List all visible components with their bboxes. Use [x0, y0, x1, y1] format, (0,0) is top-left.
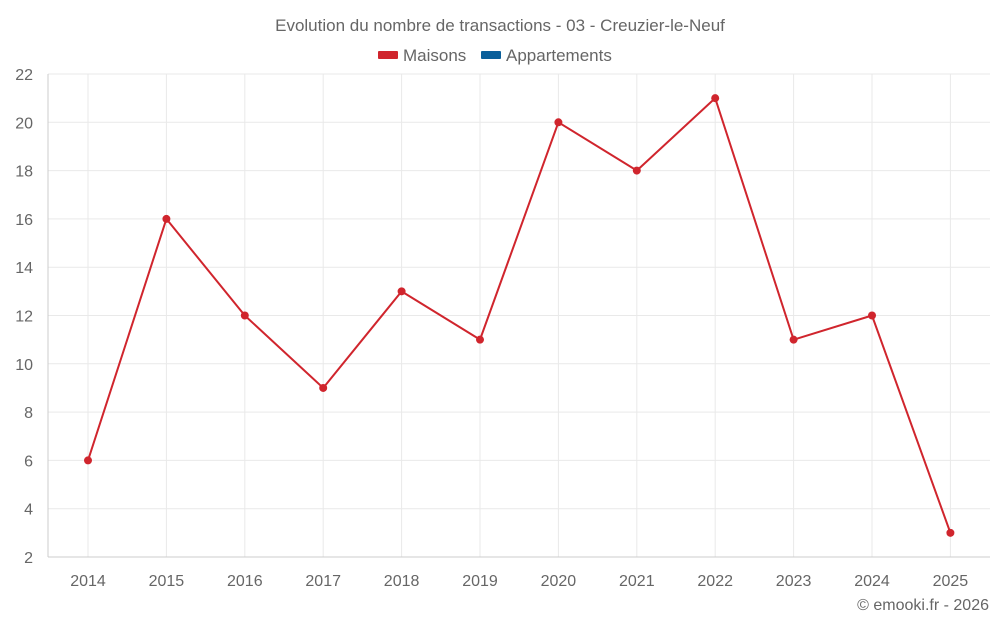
- x-tick-label-2016: 2016: [227, 573, 263, 590]
- x-tick-label-2025: 2025: [933, 573, 969, 590]
- y-tick-label-2: 2: [24, 550, 33, 567]
- legend-swatch-maisons: [378, 51, 398, 59]
- data-point-maisons-2018[interactable]: [397, 287, 406, 296]
- x-tick-label-2020: 2020: [541, 573, 577, 590]
- x-tick-label-2022: 2022: [697, 573, 733, 590]
- legend-label-appartements: Appartements: [506, 46, 612, 65]
- y-tick-label-18: 18: [15, 164, 33, 181]
- data-point-maisons-2017[interactable]: [319, 383, 328, 392]
- data-point-maisons-2016[interactable]: [240, 311, 249, 320]
- grid: [48, 73, 990, 557]
- data-point-maisons-2023[interactable]: [789, 335, 798, 344]
- y-tick-label-20: 20: [15, 115, 33, 132]
- series-layer: [84, 94, 955, 537]
- y-tick-label-10: 10: [15, 357, 33, 374]
- y-axis-ticks: 2 4 6 8 10 12 14 16 18 20 22: [15, 67, 33, 567]
- x-tick-label-2024: 2024: [854, 573, 890, 590]
- x-tick-label-2017: 2017: [305, 573, 341, 590]
- series-line-maisons: [87, 97, 952, 534]
- x-tick-label-2015: 2015: [149, 573, 185, 590]
- data-point-maisons-2025[interactable]: [946, 528, 955, 537]
- y-tick-label-12: 12: [15, 309, 33, 326]
- chart-title: Evolution du nombre de transactions - 03…: [275, 16, 725, 35]
- x-tick-label-2014: 2014: [70, 573, 106, 590]
- y-tick-label-14: 14: [15, 260, 33, 277]
- data-point-maisons-2015[interactable]: [162, 214, 171, 223]
- data-point-maisons-2024[interactable]: [868, 311, 876, 320]
- credit-text: © emooki.fr - 2026: [857, 597, 989, 614]
- x-tick-label-2018: 2018: [384, 573, 420, 590]
- y-tick-label-4: 4: [24, 502, 33, 519]
- x-tick-label-2019: 2019: [462, 573, 498, 590]
- data-point-maisons-2020[interactable]: [554, 118, 563, 127]
- y-tick-label-16: 16: [15, 212, 33, 229]
- legend-item-maisons[interactable]: Maisons: [378, 46, 466, 65]
- y-tick-label-6: 6: [24, 453, 33, 470]
- axes: [47, 74, 990, 558]
- legend: Maisons Appartements: [378, 46, 612, 65]
- data-point-maisons-2014[interactable]: [84, 456, 92, 465]
- legend-item-appartements[interactable]: Appartements: [481, 46, 612, 65]
- legend-label-maisons: Maisons: [403, 46, 466, 65]
- y-tick-label-22: 22: [15, 67, 33, 84]
- x-axis-ticks: 2014 2015 2016 2017 2018 2019 2020 2021 2022 2023…: [70, 573, 968, 590]
- x-tick-label-2021: 2021: [619, 573, 655, 590]
- data-point-maisons-2022[interactable]: [711, 94, 720, 103]
- x-tick-label-2023: 2023: [776, 573, 812, 590]
- data-point-maisons-2021[interactable]: [632, 166, 641, 175]
- legend-swatch-appartements: [481, 51, 501, 59]
- y-tick-label-8: 8: [24, 405, 33, 422]
- data-point-maisons-2019[interactable]: [476, 335, 484, 344]
